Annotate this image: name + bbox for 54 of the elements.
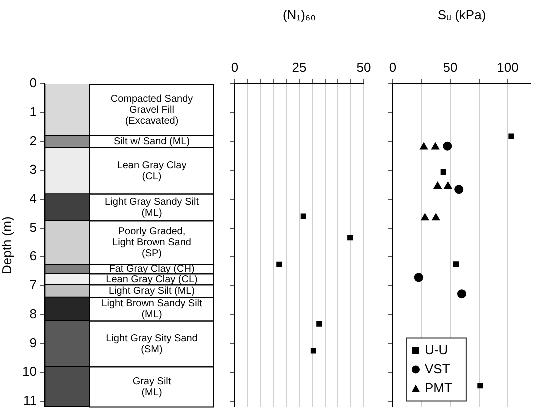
point bbox=[432, 214, 440, 221]
point bbox=[420, 142, 428, 150]
y-tick-label: 3 bbox=[30, 162, 37, 178]
text: Lean Gray Clay (CL) bbox=[117, 160, 187, 182]
x-tick-label: 50 bbox=[356, 60, 372, 75]
point bbox=[444, 182, 452, 189]
y-tick-label: 0 bbox=[30, 76, 37, 91]
series-label: Light Gray Silt (ML) bbox=[108, 286, 196, 298]
point bbox=[276, 262, 282, 268]
y-tick-label: 10 bbox=[22, 364, 37, 380]
y-tick-label: 1 bbox=[30, 104, 37, 120]
text: Poorly Graded, Light Brown Sand (SP) bbox=[112, 226, 192, 260]
text: Compacted Sandy Gravel Fill (Excavated) bbox=[110, 94, 194, 127]
y-tick-label: 9 bbox=[30, 335, 37, 350]
text: Gray Silt (ML) bbox=[132, 376, 172, 398]
point bbox=[478, 383, 484, 389]
series-label: Light Gray Sandy Silt (ML) bbox=[105, 196, 200, 219]
text: Silt w/ Sand (ML) bbox=[114, 136, 190, 148]
x-tick-label: 100 bbox=[497, 60, 519, 75]
y-tick-label: 2 bbox=[30, 133, 37, 148]
point bbox=[300, 214, 306, 220]
point bbox=[458, 290, 466, 299]
series-label: Light Brown Sandy Silt (ML) bbox=[102, 298, 203, 321]
point bbox=[421, 214, 430, 221]
point bbox=[434, 182, 442, 189]
x-tick-label: 0 bbox=[389, 60, 397, 75]
y-tick-label: 7 bbox=[30, 278, 37, 293]
y-tick-label: 4 bbox=[30, 191, 37, 206]
point bbox=[414, 273, 424, 282]
series-label: Fat Gray Clay (CH) bbox=[109, 264, 195, 276]
point bbox=[454, 185, 464, 194]
point bbox=[443, 142, 452, 151]
point bbox=[432, 142, 440, 150]
y-tick-label: 11 bbox=[24, 393, 37, 408]
x-tick-label: 50 bbox=[443, 60, 458, 75]
x-axis-title: (N₁)₆₀ bbox=[282, 7, 316, 22]
legend-label: PMT bbox=[425, 380, 452, 396]
legend-label: VST bbox=[425, 361, 450, 376]
series-label: Light Gray Sity Sand (SM) bbox=[106, 333, 198, 356]
point bbox=[316, 321, 322, 327]
x-axis-title: Sᵤ (kPa) bbox=[438, 7, 486, 22]
point bbox=[348, 235, 354, 241]
y-tick-label: 6 bbox=[30, 248, 37, 264]
x-tick-label: 25 bbox=[292, 60, 307, 75]
point bbox=[440, 170, 446, 176]
point bbox=[453, 262, 460, 268]
y-tick-label: 8 bbox=[30, 306, 37, 322]
point bbox=[310, 348, 316, 354]
y-axis-title: Depth (m) bbox=[0, 216, 14, 274]
x-tick-label: 0 bbox=[231, 60, 239, 75]
series-label: Lean Gray Clay (CL) bbox=[106, 274, 198, 286]
legend-label: U-U bbox=[425, 342, 448, 358]
y-tick-label: 5 bbox=[30, 220, 37, 235]
point bbox=[508, 134, 514, 140]
